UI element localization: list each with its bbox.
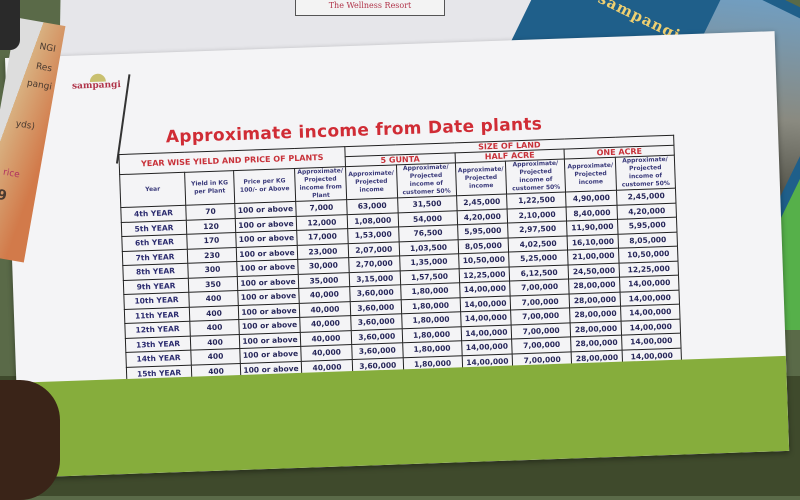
income-sheet: sampangi Approximate income from Date pl… [5,31,790,478]
col-half-income: Approximate/ Projected income [455,161,507,196]
brochure-text: pangi [26,78,53,93]
table-body: 4th YEAR 70 100 or above 7,000 63,000 31,500 2… [120,188,682,382]
col-price: Price per KG 100/- or Above [233,168,296,204]
brochure-text: NGI [38,42,57,55]
wellness-card: The Wellness Resort [295,0,445,16]
col-half-customer: Approximate/ Projected income of custome… [505,159,566,195]
col-5g-customer: Approximate/ Projected income of custome… [396,162,457,198]
col-one-income: Approximate/ Projected income [564,157,617,193]
col-year: Year [119,172,186,208]
phone [0,0,20,50]
col-5g-income: Approximate/ Projected income [345,164,398,200]
brochure-text: yds) [14,119,36,133]
brochure-text: rice [2,167,21,181]
logo: sampangi [71,79,121,92]
brochure-text: Res [35,61,53,75]
hand [0,380,60,500]
brochure-text: 9 [0,186,9,205]
income-table: YEAR WISE YIELD AND PRICE OF PLANTS SIZE… [118,135,682,382]
col-plant-income: Approximate/ Projected income from Plant [294,166,347,202]
col-yield: Yield in KG per Plant [184,170,235,206]
col-one-customer: Approximate/ Projected income of custome… [615,155,676,191]
